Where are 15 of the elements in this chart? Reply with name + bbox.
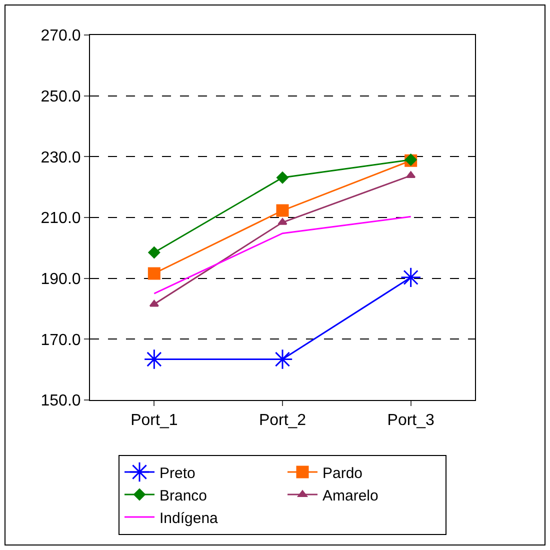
- y-tick-label: 210.0: [40, 210, 81, 228]
- y-tick-label: 170.0: [40, 332, 81, 349]
- legend-label: Preto: [160, 464, 196, 482]
- y-tick-label: 230.0: [40, 149, 81, 166]
- y-tick-label: 250.0: [40, 88, 81, 106]
- legend-label: Branco: [160, 487, 208, 504]
- legend-label: Pardo: [322, 464, 363, 482]
- x-tick-label: Port_2: [258, 412, 306, 430]
- legend-label: Indígena: [160, 510, 219, 527]
- y-tick-label: 270.0: [40, 28, 81, 45]
- x-tick-label: Port_3: [387, 412, 434, 430]
- legend-label: Amarelo: [322, 487, 378, 504]
- x-tick-label: Port_1: [130, 412, 178, 430]
- y-tick-label: 150.0: [40, 392, 81, 410]
- y-tick-label: 190.0: [40, 270, 81, 288]
